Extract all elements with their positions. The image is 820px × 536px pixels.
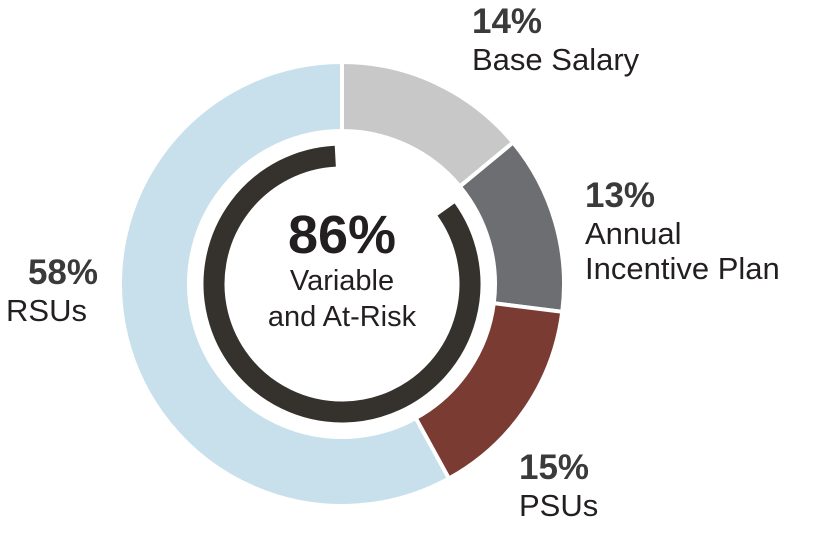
label-annual-incentive-plan: 13% Annual Incentive Plan xyxy=(585,176,780,286)
donut-slices xyxy=(118,59,566,508)
center-label: 86% Variable and At-Risk xyxy=(242,208,442,334)
annual-incentive-plan-label-line1: Annual xyxy=(585,215,682,251)
base-salary-label: Base Salary xyxy=(472,41,640,77)
label-psus: 15% PSUs xyxy=(519,448,598,523)
annual-incentive-plan-percent: 13% xyxy=(585,176,656,215)
variable-at-risk-arc xyxy=(203,145,481,423)
rsus-percent: 58% xyxy=(27,253,98,292)
psus-label: PSUs xyxy=(519,487,599,523)
center-line1: Variable xyxy=(289,265,395,297)
label-base-salary: 14% Base Salary xyxy=(472,2,639,77)
psus-percent: 15% xyxy=(519,448,590,487)
rsus-label: RSUs xyxy=(6,292,87,328)
center-value: 86% xyxy=(287,205,397,265)
base-salary-percent: 14% xyxy=(472,2,543,41)
slice-rsus xyxy=(118,59,452,508)
annual-incentive-plan-label-line2: Incentive Plan xyxy=(585,250,780,286)
center-line2: and At-Risk xyxy=(267,301,417,334)
label-rsus: 58% RSUs xyxy=(6,253,98,328)
